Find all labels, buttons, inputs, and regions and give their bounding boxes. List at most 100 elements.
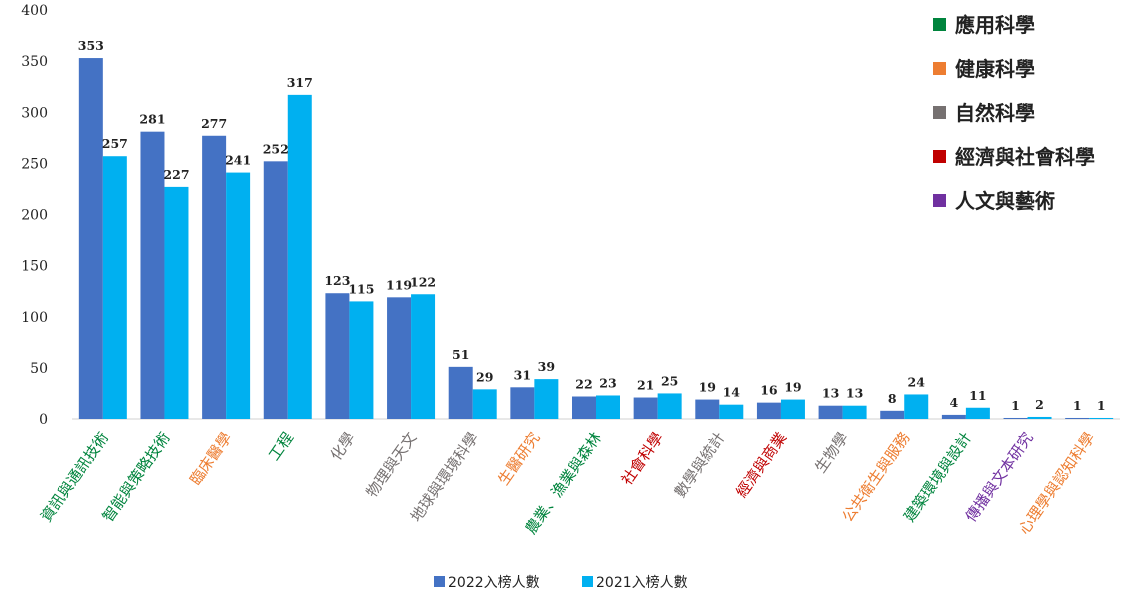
value-label: 19	[699, 380, 716, 395]
bar-2022	[387, 297, 412, 419]
bar-2021	[534, 379, 559, 419]
value-label: 281	[139, 112, 165, 127]
value-label: 39	[538, 359, 555, 374]
group-legend-swatch	[933, 18, 946, 31]
value-label: 317	[287, 75, 313, 90]
value-label: 1	[1097, 398, 1106, 413]
y-tick-label: 50	[30, 361, 48, 377]
bar-2021	[226, 172, 251, 419]
group-legend-label: 自然科學	[955, 101, 1035, 125]
bar-2021	[1027, 416, 1052, 419]
bar-2022	[941, 414, 966, 419]
group-legend-label: 經濟與社會科學	[955, 145, 1095, 169]
value-label: 19	[784, 380, 801, 395]
value-label: 122	[410, 274, 436, 289]
y-tick-label: 400	[21, 3, 48, 19]
category-label: 生物學	[811, 429, 852, 476]
bar-2022	[510, 387, 535, 419]
bar-2022	[1003, 417, 1028, 419]
value-label: 16	[760, 383, 778, 398]
y-tick-label: 300	[21, 105, 48, 121]
y-tick-label: 100	[21, 310, 48, 326]
value-label: 257	[102, 136, 128, 151]
value-label: 22	[575, 377, 592, 392]
value-label: 29	[476, 369, 493, 384]
value-label: 51	[452, 347, 469, 362]
category-label: 數學與統計	[671, 429, 729, 501]
series-legend-label: 2022入榜人數	[448, 574, 540, 591]
value-label: 1	[1073, 398, 1082, 413]
bar-2022	[140, 131, 165, 420]
bar-2022	[633, 397, 658, 419]
group-legend-swatch	[933, 150, 946, 163]
bar-2021	[596, 395, 620, 419]
y-tick-label: 200	[21, 208, 48, 224]
category-label: 生醫研究	[494, 429, 543, 488]
category-label: 化學	[327, 429, 359, 464]
bar-2022	[572, 396, 596, 419]
value-label: 21	[637, 378, 654, 393]
series-legend-swatch	[434, 576, 445, 587]
value-label: 252	[263, 141, 289, 156]
value-label: 14	[723, 385, 741, 400]
value-label: 1	[1011, 398, 1020, 413]
bar-2021	[1089, 417, 1114, 419]
y-tick-label: 350	[21, 54, 48, 70]
value-label: 31	[514, 367, 531, 382]
value-label: 4	[950, 395, 959, 410]
y-tick-label: 250	[21, 156, 48, 172]
bar-2022	[448, 366, 473, 419]
bar-2021	[965, 407, 990, 419]
bar-2021	[719, 404, 744, 419]
group-legend-label: 健康科學	[955, 57, 1035, 81]
group-legend-swatch	[933, 194, 946, 207]
bar-2021	[287, 94, 312, 420]
value-label: 227	[163, 167, 189, 182]
value-label: 13	[846, 386, 863, 401]
value-label: 277	[201, 116, 227, 131]
bar-2021	[164, 186, 189, 419]
bar-2022	[325, 293, 350, 419]
value-label: 241	[225, 153, 251, 168]
bar-2022	[263, 161, 288, 419]
group-legend-swatch	[933, 106, 946, 119]
bar-2021	[904, 394, 929, 419]
bar-2021	[472, 389, 497, 419]
bar-2022	[1065, 417, 1090, 419]
bar-2021	[102, 156, 127, 419]
bar-2022	[818, 405, 843, 419]
value-label: 123	[324, 273, 350, 288]
value-label: 115	[348, 281, 374, 296]
category-label: 經濟與商業	[732, 429, 790, 501]
series-legend-label: 2021入榜人數	[596, 574, 688, 591]
bar-2021	[411, 294, 436, 419]
bar-2021	[780, 399, 805, 419]
value-label: 353	[78, 38, 104, 53]
category-label: 智能與策略技術	[99, 429, 174, 525]
group-legend-swatch	[933, 62, 946, 75]
bar-2021	[349, 301, 374, 419]
bar-2022	[880, 410, 905, 419]
category-label: 社會科學	[618, 429, 667, 488]
value-label: 119	[386, 277, 412, 292]
value-label: 24	[908, 374, 926, 389]
bar-2022	[695, 399, 720, 419]
category-label: 物理與天文	[363, 429, 421, 501]
y-tick-label: 150	[21, 259, 48, 275]
bar-2022	[756, 402, 781, 419]
series-legend-swatch	[582, 576, 593, 587]
bar-2022	[78, 58, 103, 420]
value-label: 11	[969, 388, 986, 403]
bar-2022	[202, 135, 227, 419]
bars	[78, 58, 1114, 420]
value-label: 23	[599, 375, 616, 390]
value-label: 2	[1035, 397, 1044, 412]
category-label: 工程	[265, 429, 297, 464]
y-tick-label: 0	[39, 412, 48, 428]
group-legend-label: 人文與藝術	[955, 189, 1055, 213]
bar-2021	[842, 405, 867, 419]
